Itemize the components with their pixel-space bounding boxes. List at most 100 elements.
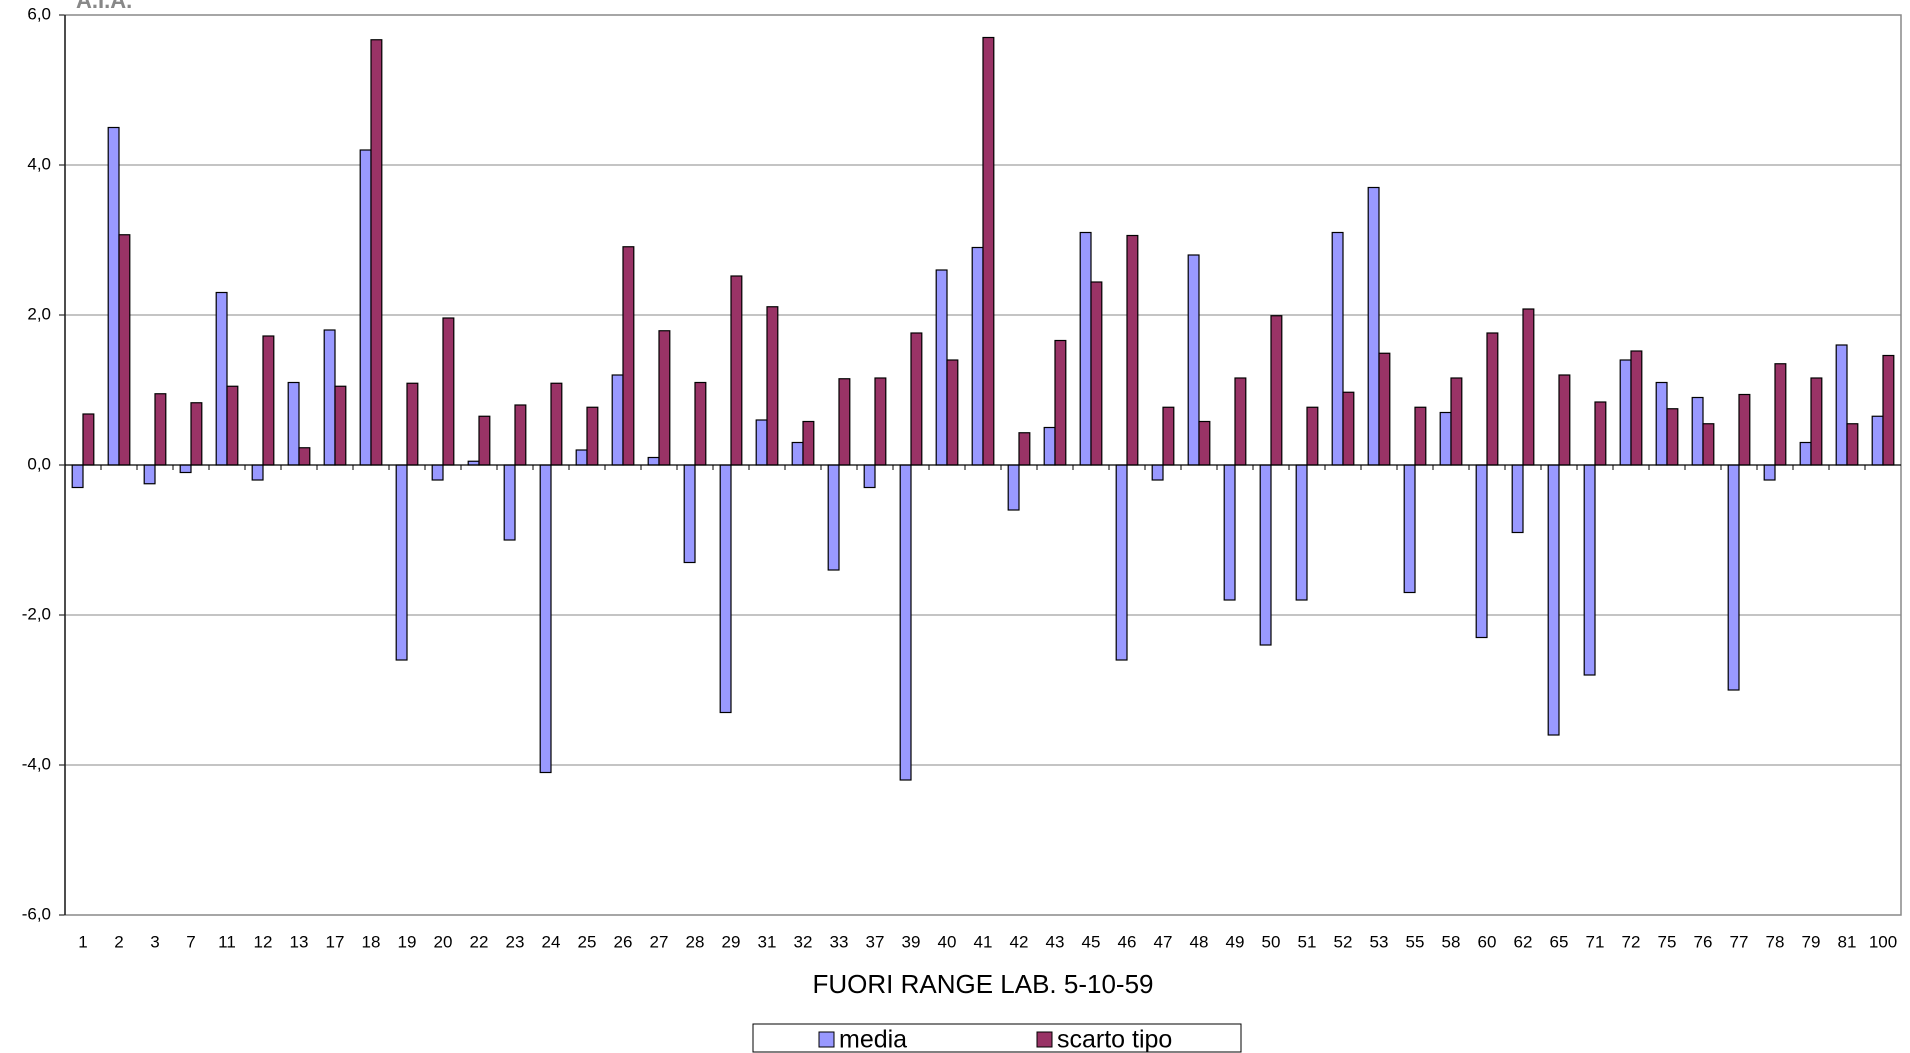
x-tick-label: 27 — [650, 932, 669, 951]
x-tick-label: 19 — [398, 932, 417, 951]
bar — [514, 404, 527, 466]
x-tick-label: 55 — [1406, 932, 1425, 951]
x-tick-label: 47 — [1154, 932, 1173, 951]
bar — [802, 420, 815, 466]
x-tick-label: 12 — [254, 932, 273, 951]
bar — [1090, 281, 1103, 466]
x-tick-label: 50 — [1262, 932, 1281, 951]
bar — [550, 382, 563, 466]
x-tick-label: 75 — [1658, 932, 1677, 951]
x-tick-label: 71 — [1586, 932, 1605, 951]
bar — [910, 332, 923, 466]
bar — [586, 406, 599, 466]
x-tick-label: 37 — [866, 932, 885, 951]
x-tick-label: 26 — [614, 932, 633, 951]
bar — [946, 359, 959, 466]
x-tick-label: 51 — [1298, 932, 1317, 951]
bar — [1763, 464, 1776, 481]
bar — [1007, 464, 1020, 511]
bar — [1259, 464, 1272, 646]
x-tick-label: 58 — [1442, 932, 1461, 951]
bar — [1295, 464, 1308, 601]
bar — [395, 464, 408, 661]
bar — [827, 464, 840, 571]
x-tick-label: 18 — [362, 932, 381, 951]
x-axis-title: FUORI RANGE LAB. 5-10-59 — [813, 969, 1154, 999]
bar — [1594, 401, 1607, 466]
bar — [982, 36, 995, 466]
bar — [107, 126, 120, 466]
bar — [442, 317, 455, 466]
bar — [190, 402, 203, 466]
bar — [71, 464, 84, 489]
x-tick-label: 17 — [326, 932, 345, 951]
bar — [730, 275, 743, 466]
x-tick-label: 33 — [830, 932, 849, 951]
bar — [1871, 415, 1884, 466]
bar — [1810, 377, 1823, 466]
bar — [215, 291, 228, 466]
bar — [406, 382, 419, 466]
bar — [1270, 315, 1283, 466]
x-tick-label: 29 — [722, 932, 741, 951]
bar — [755, 419, 768, 466]
bar — [863, 464, 876, 489]
bar — [1558, 374, 1571, 466]
bar — [226, 385, 239, 466]
x-tick-label: 31 — [758, 932, 777, 951]
legend-swatch — [818, 1031, 835, 1048]
bar — [1439, 411, 1452, 466]
bar — [1414, 406, 1427, 466]
bar — [611, 374, 624, 466]
bar — [118, 234, 131, 466]
bar — [539, 464, 552, 774]
x-tick-label: 53 — [1370, 932, 1389, 951]
bar — [1655, 381, 1668, 466]
bar — [334, 385, 347, 466]
bar — [1018, 432, 1031, 466]
y-tick-label: 6,0 — [27, 4, 51, 23]
bar — [370, 39, 383, 466]
bar — [1738, 393, 1751, 466]
x-tick-label: 77 — [1730, 932, 1749, 951]
bar — [1835, 344, 1848, 466]
bar — [1522, 308, 1535, 466]
x-tick-label: 2 — [114, 932, 123, 951]
logo: A.I.A. — [76, 0, 132, 13]
bar — [1630, 350, 1643, 466]
x-tick-label: 76 — [1694, 932, 1713, 951]
y-tick-label: 4,0 — [27, 154, 51, 173]
bar — [1691, 396, 1704, 466]
x-tick-label: 60 — [1478, 932, 1497, 951]
bar — [658, 330, 671, 466]
x-tick-label: 1 — [78, 932, 87, 951]
bar — [154, 393, 167, 466]
x-tick-label: 72 — [1622, 932, 1641, 951]
bar — [298, 447, 311, 466]
x-tick-label: 100 — [1869, 932, 1897, 951]
x-tick-label: 49 — [1226, 932, 1245, 951]
bar — [874, 377, 887, 466]
bar — [1511, 464, 1524, 534]
x-tick-label: 7 — [186, 932, 195, 951]
x-tick-label: 23 — [506, 932, 525, 951]
bar — [719, 464, 732, 714]
bar — [287, 381, 300, 466]
bar — [323, 329, 336, 466]
bar — [1223, 464, 1236, 601]
bar — [1882, 354, 1895, 466]
x-tick-label: 39 — [902, 932, 921, 951]
bar — [1151, 464, 1164, 481]
x-tick-label: 3 — [150, 932, 159, 951]
bar — [971, 246, 984, 466]
bar — [683, 464, 696, 564]
x-tick-label: 62 — [1514, 932, 1533, 951]
bar — [622, 246, 635, 466]
x-tick-label: 20 — [434, 932, 453, 951]
bar — [1367, 186, 1380, 466]
bar — [1126, 234, 1139, 466]
bar — [1342, 391, 1355, 466]
bar — [1162, 406, 1175, 466]
x-tick-label: 65 — [1550, 932, 1569, 951]
bar — [251, 464, 264, 481]
